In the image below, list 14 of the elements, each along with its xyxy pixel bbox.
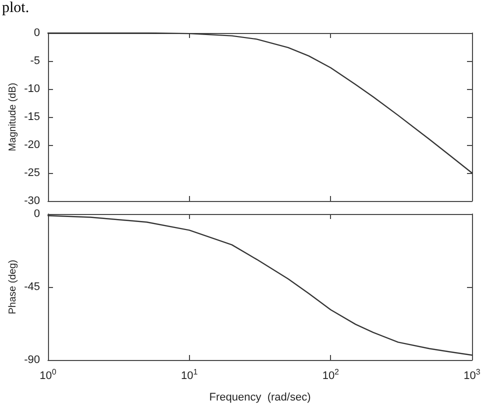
y-tick-label: -30 — [24, 195, 40, 207]
y-tick-label: -15 — [24, 111, 40, 123]
y-tick-label: -45 — [24, 281, 40, 293]
y-tick-label: -10 — [24, 83, 40, 95]
y-axis-title: Phase (deg) — [8, 260, 18, 314]
y-tick-label: -25 — [24, 167, 40, 179]
y-tick-label: -5 — [30, 55, 40, 67]
y-tick-label: 0 — [34, 27, 40, 39]
y-tick-label: 0 — [34, 208, 40, 220]
text: plot. — [2, 0, 30, 17]
y-tick-label: -90 — [24, 354, 40, 366]
y-tick-label: -20 — [24, 139, 40, 151]
x-axis-title: Frequency (rad/sec) — [209, 392, 311, 404]
y-axis-title: Magnitude (dB) — [8, 82, 18, 152]
